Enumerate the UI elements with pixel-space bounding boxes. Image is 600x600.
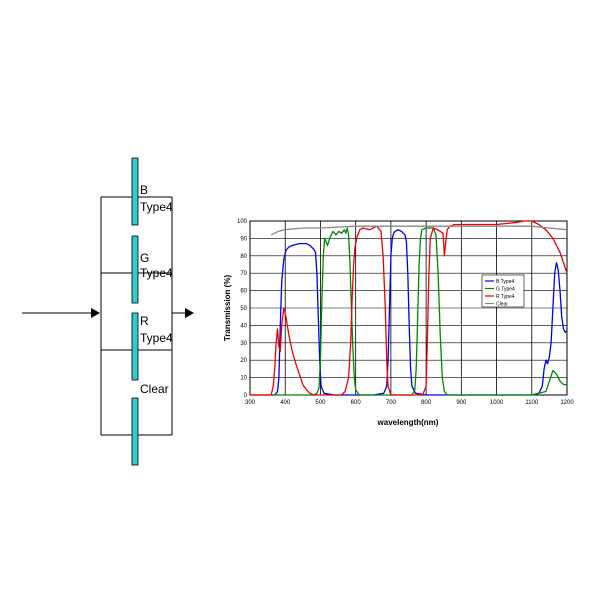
y-tick-label: 50: [240, 306, 247, 312]
x-tick-label: 900: [456, 400, 467, 406]
y-tick-label: 70: [240, 271, 247, 277]
x-tick-label: 600: [351, 400, 362, 406]
filter-name-r: R: [140, 314, 149, 328]
series-line-2: [250, 220, 568, 396]
x-tick-label: 1200: [560, 400, 574, 406]
y-axis-title: Transmission (%): [223, 275, 232, 342]
legend-box: [481, 274, 525, 308]
filter-name-b: B: [140, 183, 148, 197]
transmission-chart: 300 400 500 600 700 800 900 1000 1100 1200 0 10 20 3…: [223, 219, 574, 427]
input-arrow-head: [91, 308, 100, 318]
filter-name-g: G: [140, 251, 149, 265]
legend-entry-1: G Type4: [496, 286, 515, 292]
legend-entry-0: B Type4: [496, 279, 514, 285]
filter-type-r: Type4: [140, 331, 173, 345]
filter-bar-clear: [131, 397, 139, 466]
filter-diagram: B Type4 G Type4 R Type4 Clear: [22, 157, 194, 466]
x-axis-title: wavelength(nm): [377, 418, 439, 427]
x-tick-label: 400: [280, 400, 291, 406]
x-tick-label: 1000: [490, 400, 504, 406]
series-line-3: [270, 225, 568, 236]
y-tick-label: 0: [244, 393, 248, 399]
legend-entry-3: Clear: [496, 301, 508, 307]
y-tick-label: 10: [240, 376, 247, 382]
y-tick-label: 90: [240, 236, 247, 242]
filter-type-b: Type4: [140, 200, 173, 214]
series-line-0: [271, 229, 568, 396]
x-tick-label: 1100: [525, 400, 539, 406]
output-arrow-head: [185, 308, 194, 318]
filter-bar-b: [131, 157, 139, 226]
y-tick-label: 40: [240, 323, 247, 329]
chart-series: [250, 220, 568, 396]
y-tick-label: 100: [237, 219, 248, 225]
x-tick-label: 800: [421, 400, 432, 406]
y-tick-labels: 0 10 20 30 40 50 60 70 80 90 100: [237, 219, 248, 399]
filter-name-clear: Clear: [140, 382, 169, 396]
x-tick-label: 700: [386, 400, 397, 406]
y-tick-label: 30: [240, 341, 247, 347]
filter-bar-g: [131, 235, 139, 304]
filter-type-g: Type4: [140, 266, 173, 280]
x-tick-label: 300: [245, 400, 256, 406]
x-tick-labels: 300 400 500 600 700 800 900 1000 1100 1200: [245, 400, 574, 406]
legend-entry-2: R Type4: [496, 294, 515, 300]
y-tick-label: 60: [240, 289, 247, 295]
y-tick-label: 20: [240, 358, 247, 364]
filter-bar-r: [131, 312, 139, 381]
x-tick-label: 500: [315, 400, 326, 406]
y-tick-label: 80: [240, 254, 247, 260]
